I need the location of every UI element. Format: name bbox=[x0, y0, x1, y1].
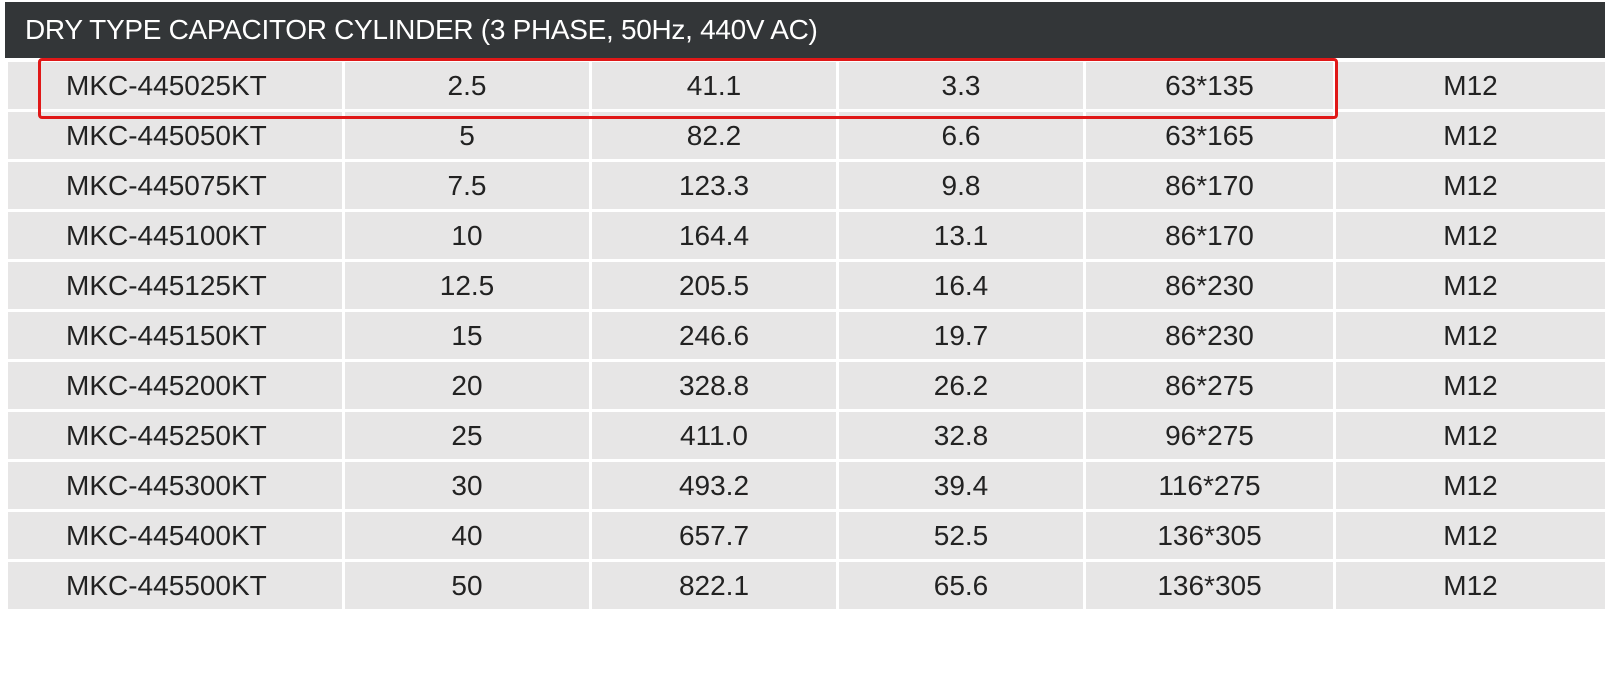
cell-kvar: 2.5 bbox=[342, 59, 592, 112]
cell-kvar: 12.5 bbox=[342, 259, 592, 312]
cell-current: 13.1 bbox=[836, 209, 1086, 262]
cell-kvar: 20 bbox=[342, 359, 592, 412]
cell-terminal: M12 bbox=[1333, 109, 1608, 162]
cell-capacitance: 164.4 bbox=[589, 209, 839, 262]
cell-model: MKC-445250KT bbox=[5, 409, 345, 462]
table-title: DRY TYPE CAPACITOR CYLINDER (3 PHASE, 50… bbox=[5, 2, 1605, 58]
cell-current: 32.8 bbox=[836, 409, 1086, 462]
cell-current: 26.2 bbox=[836, 359, 1086, 412]
cell-model: MKC-445025KT bbox=[5, 59, 345, 112]
cell-dimensions: 136*305 bbox=[1083, 509, 1336, 562]
cell-capacitance: 411.0 bbox=[589, 409, 839, 462]
cell-terminal: M12 bbox=[1333, 409, 1608, 462]
cell-current: 3.3 bbox=[836, 59, 1086, 112]
cell-current: 39.4 bbox=[836, 459, 1086, 512]
cell-dimensions: 63*165 bbox=[1083, 109, 1336, 162]
cell-model: MKC-445050KT bbox=[5, 109, 345, 162]
cell-terminal: M12 bbox=[1333, 459, 1608, 512]
cell-kvar: 40 bbox=[342, 509, 592, 562]
cell-terminal: M12 bbox=[1333, 509, 1608, 562]
cell-current: 16.4 bbox=[836, 259, 1086, 312]
table-row: MKC-445050KT 5 82.2 6.6 63*165 M12 bbox=[5, 109, 1608, 162]
cell-model: MKC-445300KT bbox=[5, 459, 345, 512]
table-row: MKC-445500KT 50 822.1 65.6 136*305 M12 bbox=[5, 559, 1608, 612]
cell-terminal: M12 bbox=[1333, 59, 1608, 112]
cell-model: MKC-445100KT bbox=[5, 209, 345, 262]
cell-capacitance: 82.2 bbox=[589, 109, 839, 162]
cell-model: MKC-445400KT bbox=[5, 509, 345, 562]
cell-terminal: M12 bbox=[1333, 209, 1608, 262]
table-row: MKC-445125KT 12.5 205.5 16.4 86*230 M12 bbox=[5, 259, 1608, 312]
cell-capacitance: 205.5 bbox=[589, 259, 839, 312]
cell-kvar: 10 bbox=[342, 209, 592, 262]
cell-kvar: 5 bbox=[342, 109, 592, 162]
cell-dimensions: 86*170 bbox=[1083, 209, 1336, 262]
cell-kvar: 50 bbox=[342, 559, 592, 612]
capacitor-spec-table-container: DRY TYPE CAPACITOR CYLINDER (3 PHASE, 50… bbox=[5, 2, 1608, 680]
cell-current: 9.8 bbox=[836, 159, 1086, 212]
cell-current: 65.6 bbox=[836, 559, 1086, 612]
cell-capacitance: 657.7 bbox=[589, 509, 839, 562]
table-row: MKC-445300KT 30 493.2 39.4 116*275 M12 bbox=[5, 459, 1608, 512]
cell-model: MKC-445125KT bbox=[5, 259, 345, 312]
cell-dimensions: 96*275 bbox=[1083, 409, 1336, 462]
cell-current: 6.6 bbox=[836, 109, 1086, 162]
cell-kvar: 15 bbox=[342, 309, 592, 362]
table-row: MKC-445200KT 20 328.8 26.2 86*275 M12 bbox=[5, 359, 1608, 412]
cell-terminal: M12 bbox=[1333, 259, 1608, 312]
cell-kvar: 7.5 bbox=[342, 159, 592, 212]
cell-capacitance: 123.3 bbox=[589, 159, 839, 212]
cell-dimensions: 86*170 bbox=[1083, 159, 1336, 212]
cell-dimensions: 63*135 bbox=[1083, 59, 1336, 112]
cell-current: 52.5 bbox=[836, 509, 1086, 562]
cell-dimensions: 136*305 bbox=[1083, 559, 1336, 612]
cell-model: MKC-445500KT bbox=[5, 559, 345, 612]
cell-dimensions: 86*275 bbox=[1083, 359, 1336, 412]
cell-model: MKC-445150KT bbox=[5, 309, 345, 362]
table-row: MKC-445075KT 7.5 123.3 9.8 86*170 M12 bbox=[5, 159, 1608, 212]
cell-model: MKC-445075KT bbox=[5, 159, 345, 212]
cell-model: MKC-445200KT bbox=[5, 359, 345, 412]
cell-capacitance: 41.1 bbox=[589, 59, 839, 112]
cell-kvar: 25 bbox=[342, 409, 592, 462]
table-row: MKC-445025KT 2.5 41.1 3.3 63*135 M12 bbox=[5, 59, 1608, 112]
cell-dimensions: 116*275 bbox=[1083, 459, 1336, 512]
table-row: MKC-445400KT 40 657.7 52.5 136*305 M12 bbox=[5, 509, 1608, 562]
cell-capacitance: 246.6 bbox=[589, 309, 839, 362]
table-row: MKC-445100KT 10 164.4 13.1 86*170 M12 bbox=[5, 209, 1608, 262]
cell-capacitance: 328.8 bbox=[589, 359, 839, 412]
cell-kvar: 30 bbox=[342, 459, 592, 512]
cell-current: 19.7 bbox=[836, 309, 1086, 362]
cell-dimensions: 86*230 bbox=[1083, 259, 1336, 312]
cell-capacitance: 822.1 bbox=[589, 559, 839, 612]
cell-dimensions: 86*230 bbox=[1083, 309, 1336, 362]
cell-capacitance: 493.2 bbox=[589, 459, 839, 512]
cell-terminal: M12 bbox=[1333, 359, 1608, 412]
spec-table: MKC-445025KT 2.5 41.1 3.3 63*135 M12 MKC-44505… bbox=[5, 59, 1608, 612]
table-row: MKC-445150KT 15 246.6 19.7 86*230 M12 bbox=[5, 309, 1608, 362]
cell-terminal: M12 bbox=[1333, 559, 1608, 612]
spec-table-body: MKC-445025KT 2.5 41.1 3.3 63*135 M12 MKC-44505… bbox=[5, 59, 1608, 612]
cell-terminal: M12 bbox=[1333, 159, 1608, 212]
table-row: MKC-445250KT 25 411.0 32.8 96*275 M12 bbox=[5, 409, 1608, 462]
cell-terminal: M12 bbox=[1333, 309, 1608, 362]
